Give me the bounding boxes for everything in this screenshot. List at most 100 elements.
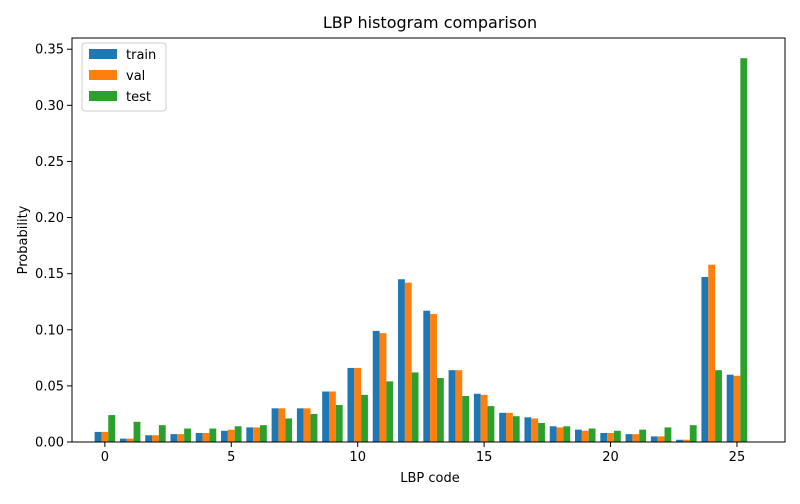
legend-item-val: val — [89, 69, 145, 84]
bar-val-2 — [152, 435, 159, 442]
bar-test-3 — [184, 428, 191, 442]
bar-val-14 — [455, 370, 463, 442]
legend-item-train: train — [89, 48, 156, 63]
bar-val-25 — [733, 375, 741, 442]
series-val — [101, 264, 741, 442]
y-tick-label: 0.15 — [35, 267, 64, 282]
x-tick-label: 5 — [227, 450, 235, 465]
legend: train val test — [81, 42, 167, 112]
y-axis-label: Probability — [16, 205, 31, 274]
bar-val-9 — [329, 391, 336, 442]
bar-train-25 — [726, 374, 734, 442]
bar-val-4 — [202, 433, 210, 442]
y-tick-label: 0.20 — [35, 211, 64, 226]
bar-train-15 — [473, 393, 481, 442]
x-tick-label: 15 — [476, 450, 493, 465]
bar-test-22 — [664, 427, 672, 442]
bar-train-1 — [119, 438, 127, 442]
bar-train-22 — [650, 436, 658, 442]
y-tick-label: 0.35 — [35, 43, 64, 58]
bar-val-12 — [404, 282, 412, 442]
legend-swatch-train — [89, 49, 117, 59]
bar-test-0 — [108, 415, 116, 442]
bar-val-19 — [581, 430, 589, 442]
bar-val-10 — [354, 367, 362, 442]
bar-train-8 — [296, 408, 304, 442]
bar-test-9 — [335, 404, 343, 442]
bar-test-21 — [639, 429, 647, 442]
bar-val-3 — [177, 434, 185, 442]
y-axis-ticks: 0.00 0.05 0.10 0.15 0.20 0.25 0.30 0.35 — [35, 43, 72, 451]
x-axis-label: LBP code — [400, 471, 459, 486]
bar-test-11 — [386, 381, 394, 442]
bar-test-5 — [234, 426, 242, 442]
bar-test-10 — [361, 394, 368, 442]
legend-item-test: test — [89, 90, 151, 105]
bar-val-18 — [556, 427, 564, 442]
bar-train-17 — [524, 417, 532, 442]
y-tick-label: 0.10 — [35, 323, 64, 338]
bar-val-15 — [480, 394, 488, 442]
plot-frame — [71, 37, 786, 443]
bar-train-2 — [145, 435, 153, 442]
chart-title: LBP histogram comparison — [323, 13, 537, 32]
bar-train-14 — [448, 370, 456, 442]
bar-train-10 — [347, 367, 355, 442]
bar-train-3 — [170, 434, 178, 442]
bar-train-11 — [372, 330, 380, 442]
x-axis-ticks: 0 5 10 15 20 25 — [101, 442, 746, 465]
bar-test-23 — [689, 425, 697, 442]
bar-val-1 — [126, 438, 134, 442]
bar-train-23 — [676, 439, 683, 442]
bar-val-8 — [303, 408, 311, 442]
bar-val-5 — [227, 429, 235, 442]
bar-val-11 — [379, 333, 387, 442]
y-tick-label: 0.25 — [35, 155, 64, 170]
bar-val-13 — [430, 314, 437, 442]
legend-label-test: test — [126, 90, 151, 105]
y-tick-label: 0.00 — [35, 436, 64, 451]
bar-train-24 — [701, 277, 709, 442]
bar-val-24 — [708, 264, 716, 442]
bar-test-6 — [259, 425, 267, 442]
bar-val-7 — [278, 408, 286, 442]
bar-val-23 — [682, 439, 690, 442]
bar-train-18 — [549, 426, 557, 442]
legend-swatch-test — [89, 91, 117, 101]
bar-train-16 — [499, 412, 506, 442]
bar-val-0 — [101, 431, 109, 442]
bar-test-8 — [310, 413, 318, 442]
bar-train-6 — [246, 427, 254, 442]
bar-train-0 — [94, 431, 102, 442]
bar-test-4 — [209, 428, 217, 442]
bars-layer — [94, 58, 748, 442]
bar-train-12 — [398, 279, 405, 442]
bar-test-16 — [512, 416, 520, 442]
y-tick-label: 0.05 — [35, 379, 64, 394]
bar-test-17 — [538, 422, 545, 442]
legend-label-train: train — [126, 48, 156, 63]
bar-train-13 — [423, 310, 431, 442]
x-tick-label: 20 — [602, 450, 619, 465]
bar-test-7 — [285, 418, 293, 442]
bar-val-20 — [607, 433, 614, 442]
bar-val-22 — [657, 436, 665, 442]
series-test — [108, 58, 748, 442]
bar-test-12 — [411, 372, 419, 442]
bar-test-2 — [158, 425, 166, 442]
x-tick-label: 25 — [729, 450, 746, 465]
bar-train-21 — [625, 434, 633, 442]
y-tick-label: 0.30 — [35, 99, 64, 114]
bar-train-19 — [575, 429, 582, 442]
bar-train-7 — [271, 408, 279, 442]
bar-test-19 — [588, 428, 596, 442]
bar-train-20 — [600, 433, 608, 442]
bar-test-20 — [613, 430, 621, 442]
bar-test-1 — [133, 421, 141, 442]
bar-train-4 — [195, 433, 203, 442]
bar-train-5 — [221, 430, 228, 442]
x-tick-label: 10 — [349, 450, 366, 465]
bar-val-17 — [531, 418, 539, 442]
